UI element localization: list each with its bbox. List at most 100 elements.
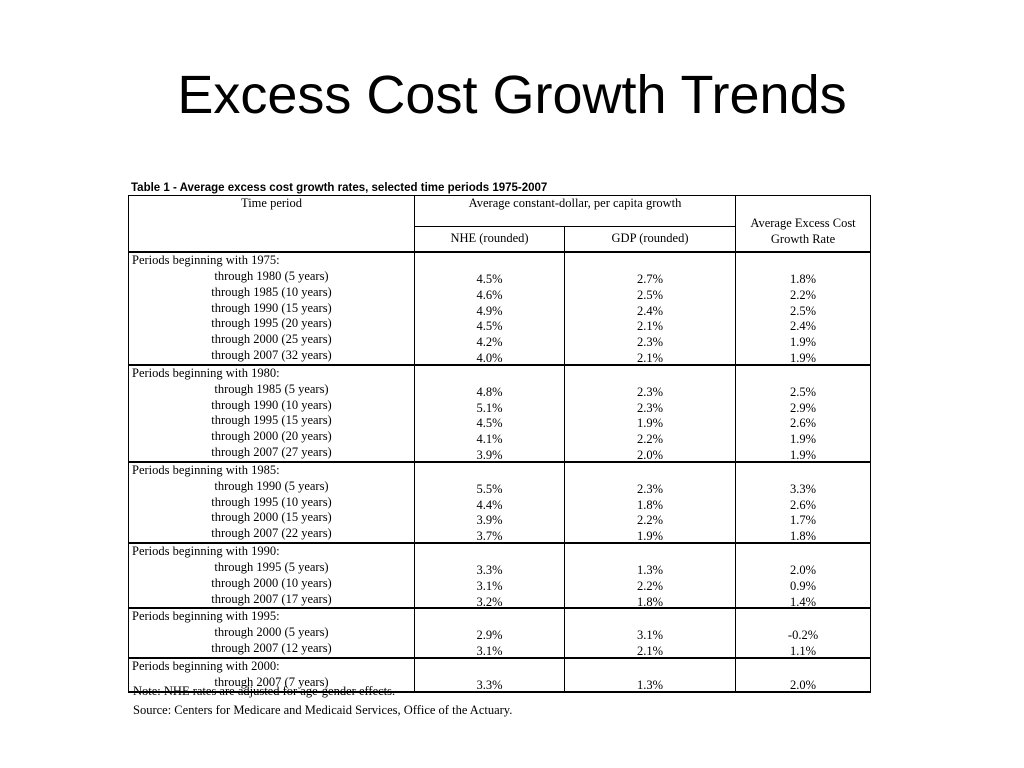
excess-cell: 1.8% xyxy=(735,269,872,286)
group-spacer-cell xyxy=(414,251,565,269)
table-row: through 2000 (10 years) 3.1% 2.2% 0.9% xyxy=(128,575,872,593)
group-spacer-cell xyxy=(735,251,872,269)
table-row: through 1995 (20 years) 4.5% 2.1% 2.4% xyxy=(128,316,872,334)
excess-cell: 1.1% xyxy=(735,641,872,658)
period-cell: through 2007 (27 years) xyxy=(128,444,415,462)
table-row: through 2000 (15 years) 3.9% 2.2% 1.7% xyxy=(128,510,872,527)
gdp-cell: 1.3% xyxy=(564,674,737,693)
gdp-cell: 2.3% xyxy=(564,478,737,496)
gdp-cell-value: 2.1% xyxy=(636,644,664,659)
nhe-cell: 4.5% xyxy=(414,413,565,430)
nhe-cell-value: 4.0% xyxy=(476,350,503,365)
excess-cell: 2.5% xyxy=(735,300,872,318)
gdp-cell-value: 1.8% xyxy=(636,594,664,609)
group-row: Periods beginning with 1985: xyxy=(128,460,872,479)
excess-cell: 0.9% xyxy=(735,575,872,593)
nhe-cell-value: 3.1% xyxy=(476,578,503,593)
nhe-cell-value: 4.8% xyxy=(476,384,503,399)
excess-cell: 1.8% xyxy=(735,526,872,544)
nhe-cell: 4.9% xyxy=(414,300,565,318)
nhe-cell: 4.5% xyxy=(414,269,565,286)
group-spacer-cell xyxy=(414,607,565,626)
header-time-period: Time period xyxy=(128,195,415,253)
table-row: through 1995 (10 years) 4.4% 1.8% 2.6% xyxy=(128,494,872,512)
gdp-cell: 2.3% xyxy=(564,381,737,399)
nhe-cell: 4.6% xyxy=(414,284,565,302)
gdp-cell-value: 3.1% xyxy=(636,628,664,643)
excess-cell: 1.4% xyxy=(735,591,872,609)
nhe-cell: 4.2% xyxy=(414,332,565,350)
nhe-cell-value: 4.6% xyxy=(476,287,503,302)
period-cell: through 1990 (5 years) xyxy=(128,478,415,495)
excess-cell-value: 1.9% xyxy=(789,350,817,365)
period-cell: through 2000 (15 years) xyxy=(128,510,415,527)
excess-cell-value: 1.8% xyxy=(789,272,817,286)
excess-cell: 2.4% xyxy=(735,316,872,333)
group-spacer-cell xyxy=(564,656,737,675)
group-label: Periods beginning with 1995: xyxy=(128,607,415,626)
table-row: through 2000 (20 years) 4.1% 2.2% 1.9% xyxy=(128,429,872,447)
nhe-cell: 4.5% xyxy=(414,316,565,334)
nhe-cell: 4.0% xyxy=(414,347,565,365)
excess-cell: 2.6% xyxy=(735,413,872,431)
excess-cell: 2.2% xyxy=(735,284,872,302)
excess-cell-value: 3.3% xyxy=(789,481,817,496)
nhe-cell: 5.1% xyxy=(414,397,565,415)
excess-cell: 1.7% xyxy=(735,510,872,527)
excess-cell-value: 2.0% xyxy=(789,562,817,577)
gdp-cell: 1.3% xyxy=(564,559,737,577)
nhe-cell-value: 4.2% xyxy=(476,335,503,350)
excess-cell: 2.0% xyxy=(735,559,872,577)
table-row: through 2007 (22 years) 3.7% 1.9% 1.8% xyxy=(128,526,872,544)
period-cell: through 1985 (5 years) xyxy=(128,381,415,398)
period-cell: through 1995 (5 years) xyxy=(128,559,415,576)
gdp-cell: 1.8% xyxy=(564,591,737,609)
nhe-cell: 3.9% xyxy=(414,510,565,527)
nhe-cell: 3.9% xyxy=(414,444,565,462)
period-cell: through 1995 (15 years) xyxy=(128,413,415,430)
nhe-cell: 3.3% xyxy=(414,674,565,693)
excess-cell: 2.6% xyxy=(735,494,872,512)
gdp-cell: 3.1% xyxy=(564,625,737,643)
excess-cell-value: 0.9% xyxy=(789,578,817,593)
table-caption: Table 1 - Average excess cost growth rat… xyxy=(131,182,548,194)
group-row: Periods beginning with 1975: xyxy=(128,251,872,269)
table-row: through 1980 (5 years) 4.5% 2.7% 1.8% xyxy=(128,269,872,286)
table-row: through 1995 (5 years) 3.3% 1.3% 2.0% xyxy=(128,559,872,577)
period-cell: through 2000 (5 years) xyxy=(128,625,415,642)
excess-cell-value: 2.6% xyxy=(789,416,817,431)
group-row: Periods beginning with 1990: xyxy=(128,541,872,560)
group-spacer-cell xyxy=(564,363,737,382)
period-cell: through 2007 (22 years) xyxy=(128,526,415,543)
gdp-cell: 1.8% xyxy=(564,494,737,512)
excess-cell-value: 2.9% xyxy=(789,400,817,415)
group-label: Periods beginning with 2000: xyxy=(128,656,415,675)
nhe-cell: 5.5% xyxy=(414,478,565,496)
excess-cell-value: 2.0% xyxy=(789,677,817,692)
table-row: through 2007 (17 years) 3.2% 1.8% 1.4% xyxy=(128,591,872,609)
table-row: through 2007 (27 years) 3.9% 2.0% 1.9% xyxy=(128,444,872,462)
nhe-cell-value: 3.3% xyxy=(476,677,503,692)
table-row: through 2000 (25 years) 4.2% 2.3% 1.9% xyxy=(128,332,872,350)
gdp-cell: 2.0% xyxy=(564,444,737,462)
gdp-cell-value: 2.3% xyxy=(636,481,664,496)
group-spacer-cell xyxy=(735,363,872,382)
period-cell: through 2007 (32 years) xyxy=(128,347,415,365)
excess-cell: 1.9% xyxy=(735,332,872,349)
nhe-cell: 2.9% xyxy=(414,625,565,642)
nhe-cell: 3.3% xyxy=(414,559,565,577)
excess-cell-value: 1.4% xyxy=(789,594,817,609)
group-spacer-cell xyxy=(564,541,737,560)
nhe-cell-value: 4.1% xyxy=(476,432,503,447)
gdp-cell-value: 2.4% xyxy=(636,303,664,318)
gdp-cell: 1.9% xyxy=(564,526,737,543)
group-row: Periods beginning with 2000: xyxy=(128,656,872,675)
header-row-bottom: NHE (rounded) GDP (rounded) xyxy=(129,226,871,253)
excess-cell-value: 2.5% xyxy=(789,303,817,318)
gdp-cell-value: 2.1% xyxy=(636,350,664,365)
excess-cell: 2.9% xyxy=(735,397,872,415)
gdp-cell-value: 1.9% xyxy=(636,416,664,431)
nhe-cell-value: 4.5% xyxy=(476,319,503,334)
header-row-top: Time period Average constant-dollar, per… xyxy=(128,195,872,253)
excess-cell-value: 1.8% xyxy=(789,529,817,544)
